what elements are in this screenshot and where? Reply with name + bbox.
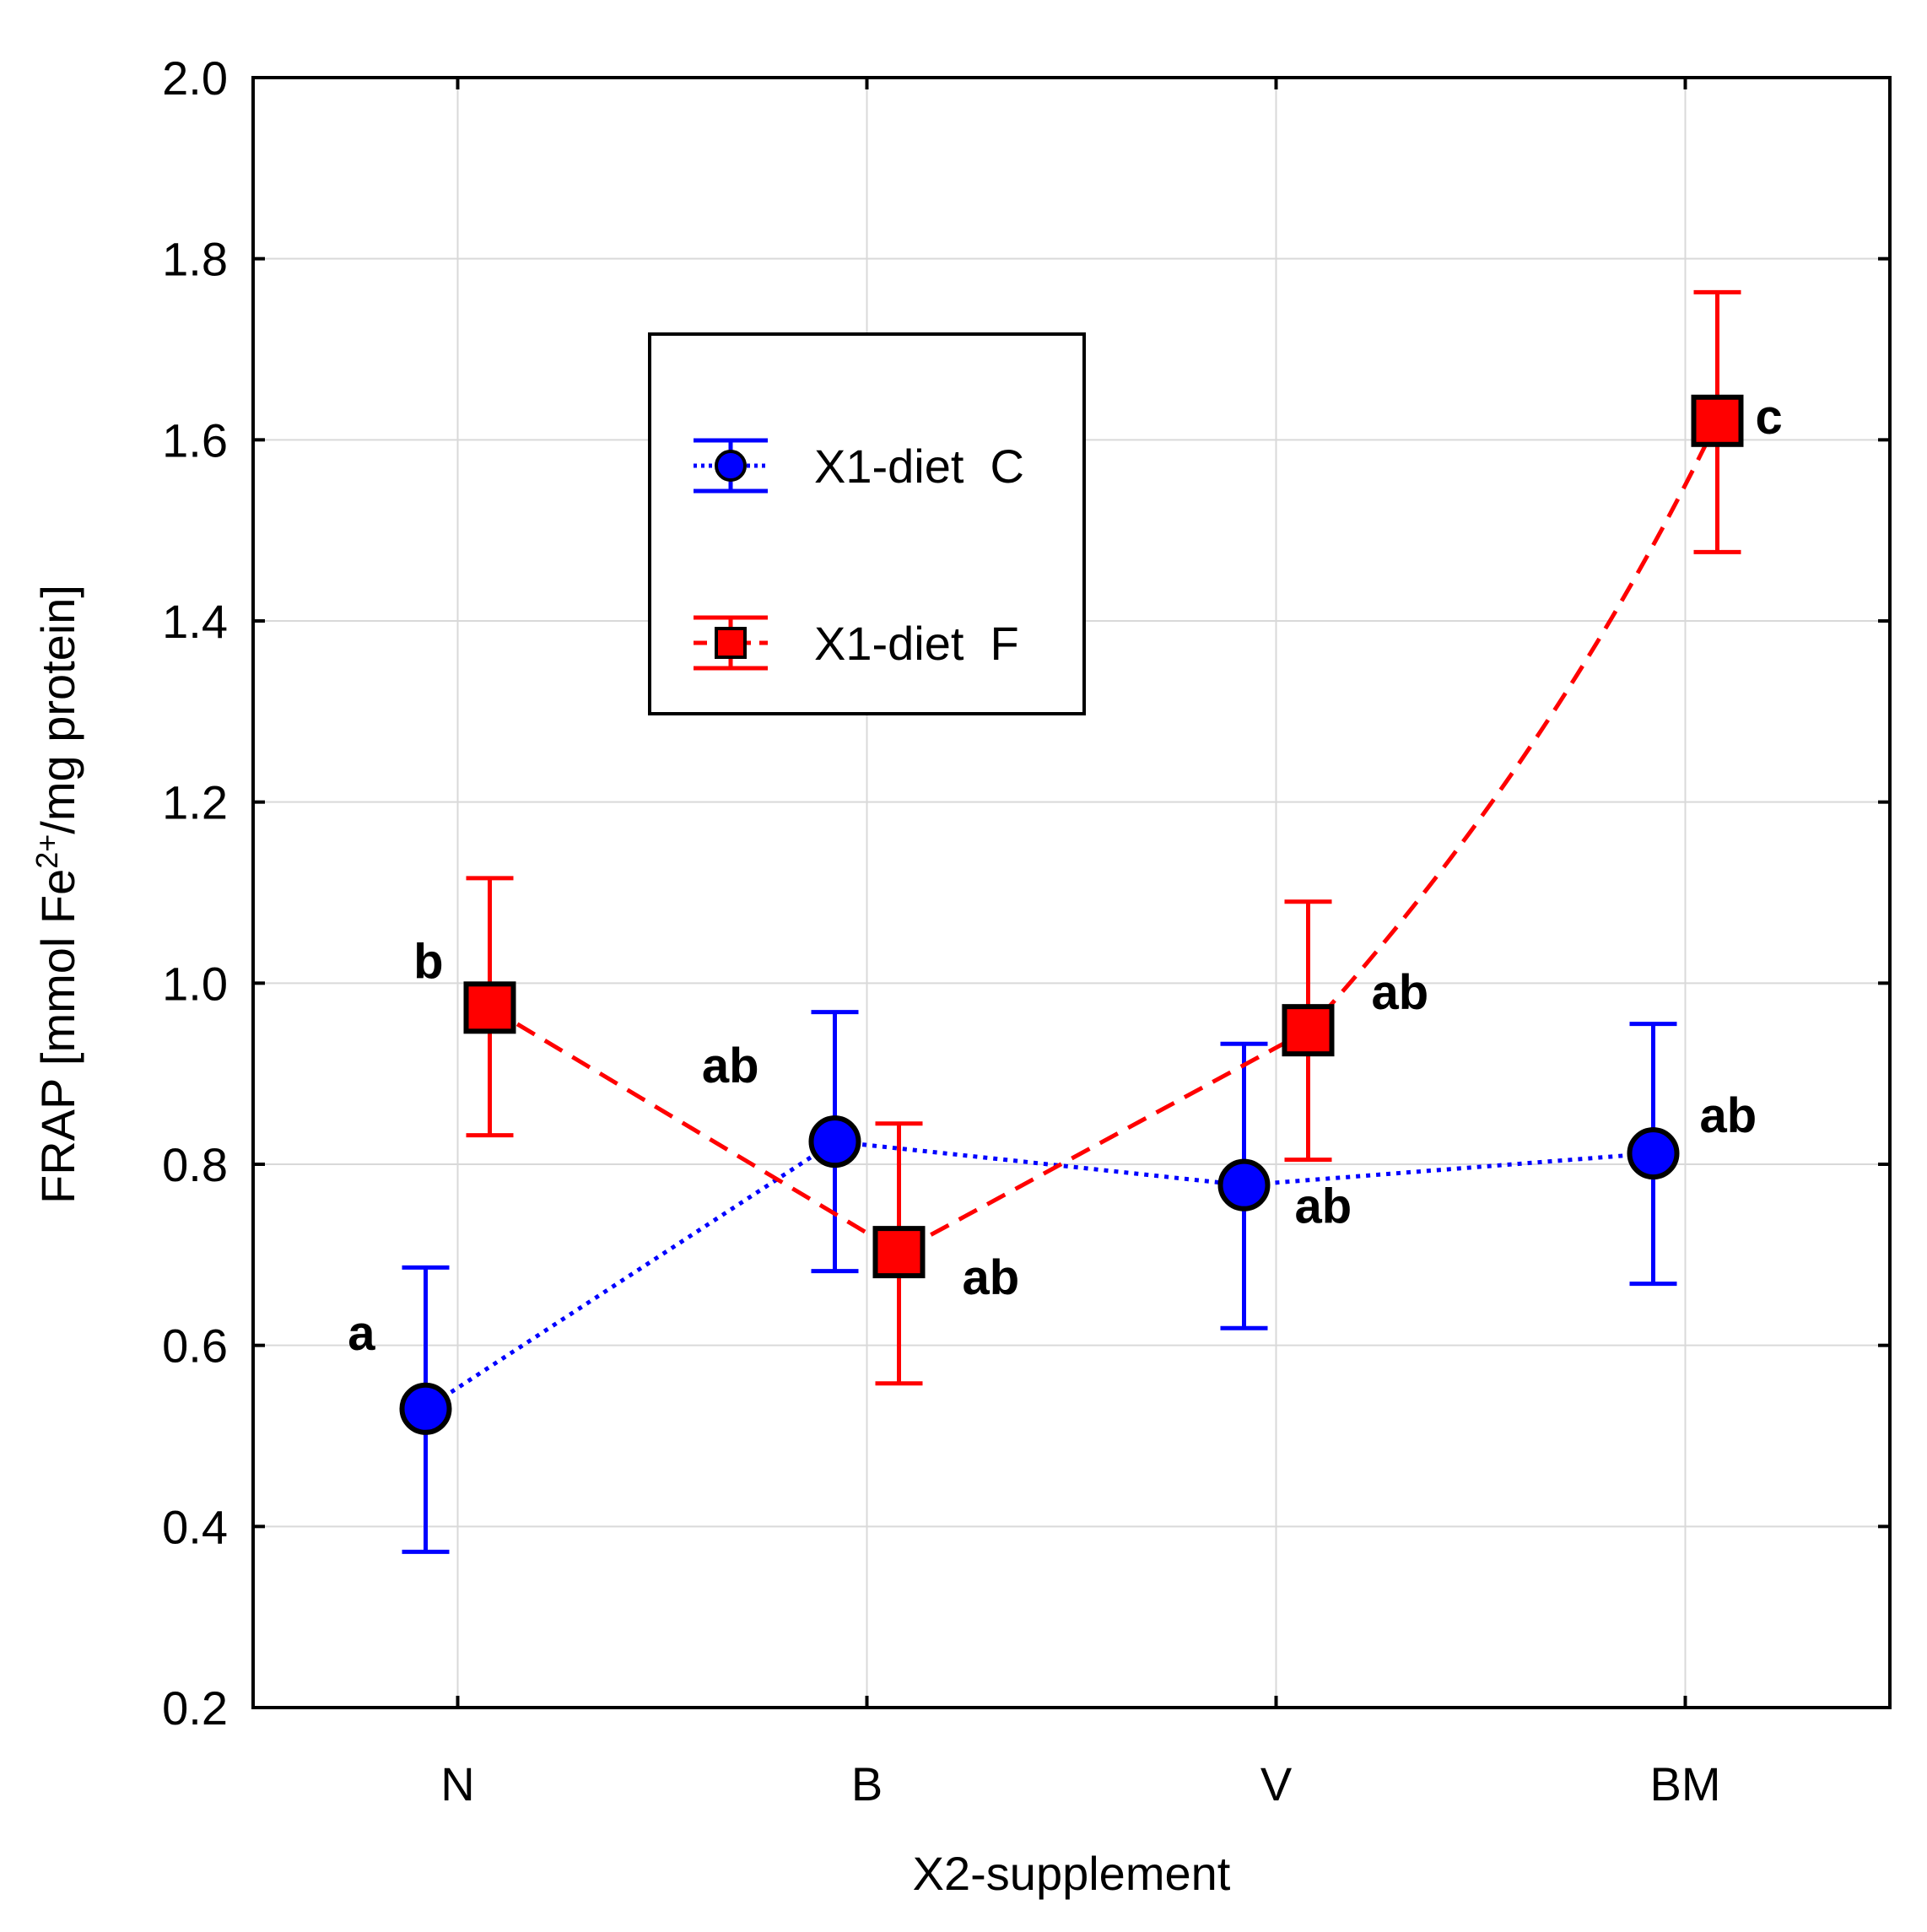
x-axis-title: X2-supplement [913, 1847, 1231, 1900]
legend: X1-diet C X1-diet F [648, 332, 1086, 715]
marker-point-diet-f [463, 981, 516, 1034]
y-tick-label: 1.4 [162, 595, 228, 648]
grid-layer [253, 77, 1890, 1708]
y-tick-label: 1.8 [162, 233, 228, 286]
axes-layer: 0.2 0.4 0.6 0.8 1.0 1.2 1.4 1.6 1.8 2.0 N B V BM [162, 51, 1892, 1811]
series-line-diet-c [424, 1139, 1654, 1411]
x-tick-label: N [440, 1757, 474, 1811]
x-tick-label: B [851, 1757, 883, 1811]
series-line-diet-f [488, 419, 1719, 1255]
legend-entry-diet-f: X1-diet F [694, 615, 1019, 671]
legend-label-diet-c: X1-diet C [814, 440, 1024, 493]
sig-label-diet-f: ab [963, 1250, 1020, 1305]
y-axis-title-superscript: 2+ [30, 834, 64, 869]
marker-point-diet-c [1217, 1158, 1271, 1212]
y-tick-label: 0.4 [162, 1500, 228, 1553]
sig-label-diet-c: ab [702, 1039, 759, 1093]
series-layer [399, 289, 1744, 1554]
y-tick-label: 0.8 [162, 1138, 228, 1191]
y-tick-label: 1.6 [162, 413, 228, 467]
plot-frame [251, 76, 1892, 1709]
marker-point-diet-c [1627, 1127, 1680, 1180]
sig-label-diet-c: a [348, 1306, 375, 1361]
marker-point-diet-f [872, 1226, 926, 1279]
y-tick-label: 1.2 [162, 776, 228, 829]
sig-label-diet-f: b [413, 934, 443, 989]
x-tick-label: BM [1650, 1757, 1721, 1811]
marker-point-diet-c [399, 1382, 452, 1435]
legend-entry-diet-c: X1-diet C [694, 438, 1024, 494]
sig-label-diet-c: ab [1700, 1088, 1757, 1143]
significance-labels: a ab ab ab b ab ab c [348, 390, 1783, 1361]
legend-marker-diet-f [715, 627, 747, 659]
marker-point-diet-f [1691, 394, 1744, 447]
sig-label-diet-c: ab [1295, 1179, 1352, 1234]
y-tick-label: 1.0 [162, 957, 228, 1010]
marker-point-diet-c [808, 1115, 861, 1168]
y-tick-label: 0.6 [162, 1319, 228, 1373]
y-axis-title-suffix: /mg protein] [31, 585, 84, 834]
sig-label-diet-f: c [1756, 390, 1783, 445]
sig-label-diet-f: ab [1372, 965, 1429, 1020]
x-tick-label: V [1260, 1757, 1293, 1811]
y-tick-label: 2.0 [162, 51, 228, 105]
legend-label-diet-f: X1-diet F [814, 617, 1019, 670]
marker-point-diet-f [1282, 1004, 1335, 1057]
y-axis-title-prefix: FRAP [mmol Fe [31, 869, 84, 1204]
y-tick-label: 0.2 [162, 1681, 228, 1735]
y-axis-title: FRAP [mmol Fe2+/mg protein] [30, 585, 85, 1204]
legend-marker-diet-c [715, 450, 747, 482]
